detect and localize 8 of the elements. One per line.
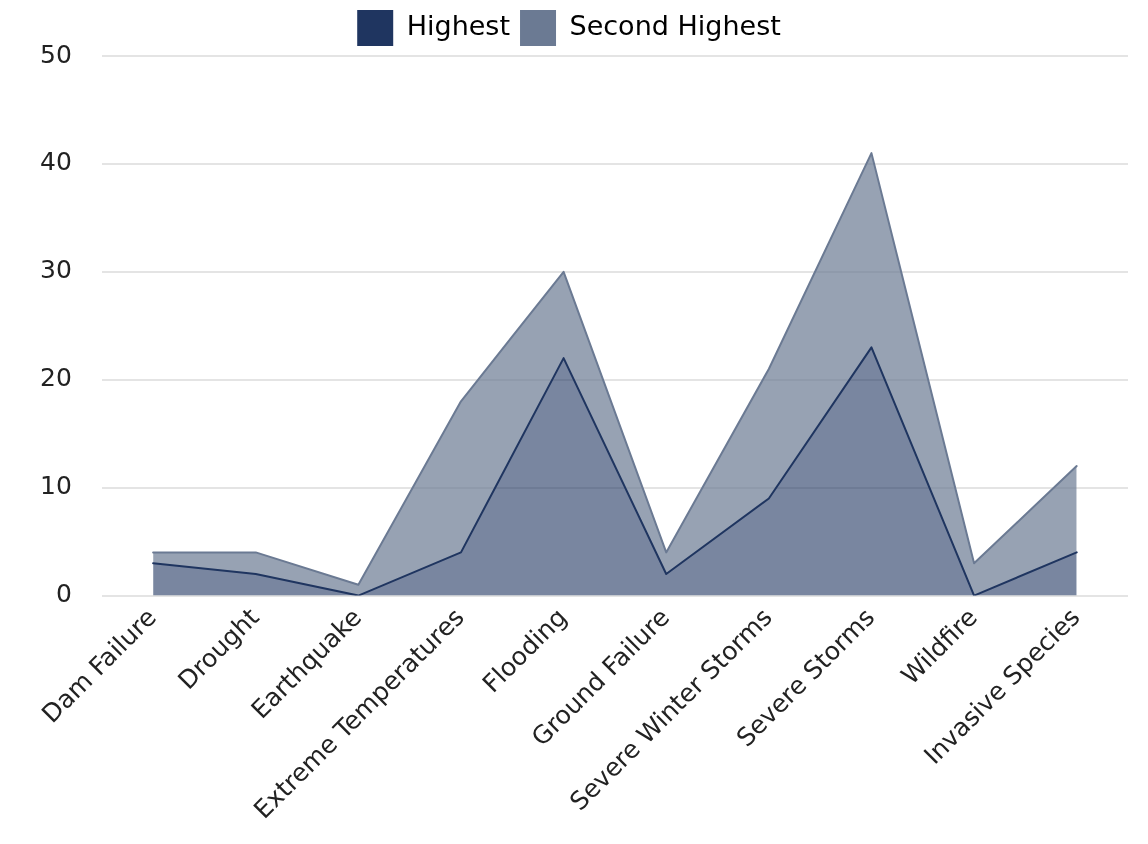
y-tick-label: 0 xyxy=(55,579,72,609)
y-tick-label: 50 xyxy=(40,39,72,69)
y-tick-label: 20 xyxy=(40,363,72,393)
y-tick-label: 10 xyxy=(40,471,72,501)
legend-label: Highest xyxy=(406,10,511,42)
y-tick-label: 40 xyxy=(40,147,72,177)
legend-label: Second Highest xyxy=(569,10,781,42)
y-tick-label: 30 xyxy=(40,255,72,285)
